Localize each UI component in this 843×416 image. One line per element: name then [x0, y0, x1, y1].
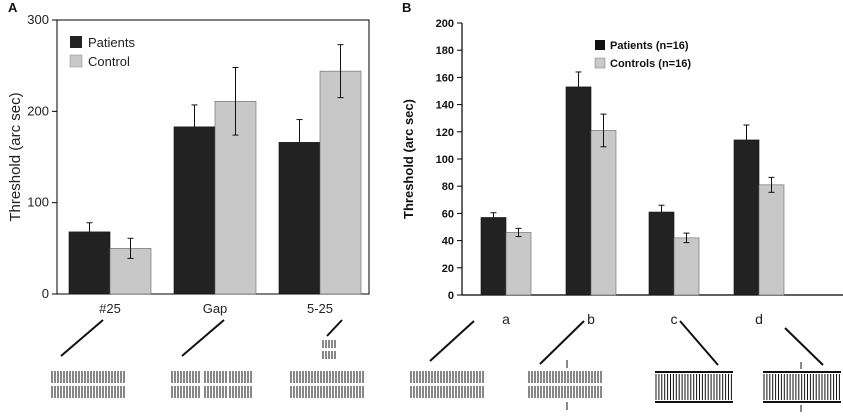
- y-tick-label: 100: [27, 195, 49, 210]
- x-tick-label-a: a: [502, 311, 510, 327]
- grating-25: [51, 371, 125, 398]
- legend-swatch-controls-b: [594, 57, 606, 69]
- connector-line-gap: [181, 319, 225, 357]
- legend-label-controls-b: Controls (n=16): [610, 58, 691, 70]
- x-tick-label-#25: #25: [99, 301, 121, 316]
- y-tick-label: 200: [436, 18, 454, 30]
- stimulus-illustrations: [51, 319, 841, 412]
- legend-swatch-patients: [70, 36, 82, 48]
- connector-line-b: [539, 320, 585, 365]
- connector-line-d: [784, 327, 824, 366]
- connector-line-a: [429, 320, 475, 362]
- grating-gap-mid: [204, 371, 227, 398]
- legend-label-patients-b: Patients (n=16): [610, 40, 689, 52]
- bar-5-25-patients: [278, 142, 321, 295]
- bar-#25-patients: [68, 231, 111, 295]
- x-tick-label-c: c: [671, 311, 678, 327]
- panel-a-label: A: [8, 0, 18, 15]
- x-tick-label-5-25: 5-25: [307, 301, 333, 316]
- panel-a-legend: Patients Control: [69, 35, 135, 69]
- y-tick-label: 40: [442, 236, 454, 248]
- bar-Gap-patients: [173, 126, 216, 295]
- y-tick-label: 60: [442, 208, 454, 220]
- panel-b-legend: Patients (n=16) Controls (n=16): [594, 40, 691, 70]
- grating-a: [410, 371, 484, 398]
- y-tick-label: 100: [436, 154, 454, 166]
- bar-c-control: [673, 237, 700, 296]
- bar-b-control: [590, 130, 617, 296]
- panel-a: A Threshold (arc sec) Patients Control: [7, 0, 370, 295]
- legend-label-patients: Patients: [88, 35, 135, 50]
- x-tick-label-d: d: [755, 311, 763, 327]
- panel-a-y-axis-label: Threshold (arc sec): [7, 92, 24, 221]
- legend-swatch-control: [69, 54, 83, 68]
- grating-5-25: [290, 371, 364, 398]
- grating-5-25-small: [322, 340, 336, 359]
- x-tick-label-Gap: Gap: [203, 301, 228, 316]
- bar-a-patients: [480, 217, 507, 296]
- bar-a-control: [505, 232, 532, 296]
- y-tick-label: 180: [436, 45, 454, 57]
- y-tick-label: 0: [42, 286, 49, 301]
- connector-line-c: [679, 320, 719, 366]
- y-tick-label: 160: [436, 72, 454, 84]
- y-tick-label: 80: [442, 181, 454, 193]
- connector-line-25: [60, 319, 104, 357]
- panel-b-y-axis-label: Threshold (arc sec): [401, 99, 416, 219]
- y-tick-label: 0: [448, 290, 454, 302]
- panel-b-label: B: [402, 0, 411, 15]
- bar-c-patients: [648, 211, 675, 296]
- y-tick-label: 300: [27, 12, 49, 27]
- legend-swatch-patients-b: [595, 40, 605, 50]
- y-tick-label: 120: [436, 127, 454, 139]
- panel-b-bars: 0 20 40 60 80 100 120 140 160 180 200 a b c d: [436, 18, 785, 327]
- bar-d-control: [758, 184, 785, 296]
- grating-gap-left: [171, 371, 200, 398]
- bar-5-25-control: [319, 70, 362, 295]
- grating-b: [528, 371, 602, 398]
- y-tick-label: 20: [442, 263, 454, 275]
- y-tick-label: 140: [436, 100, 454, 112]
- y-tick-label: 200: [27, 103, 49, 118]
- x-tick-label-b: b: [587, 311, 595, 327]
- bar-b-patients: [565, 86, 592, 296]
- panel-a-bars: 0 100 200 300 #25 Gap 5-25: [27, 12, 362, 316]
- connector-line-5-25: [326, 319, 343, 337]
- grating-gap-right: [229, 371, 252, 398]
- legend-label-control: Control: [88, 54, 130, 69]
- bar-d-patients: [733, 139, 760, 296]
